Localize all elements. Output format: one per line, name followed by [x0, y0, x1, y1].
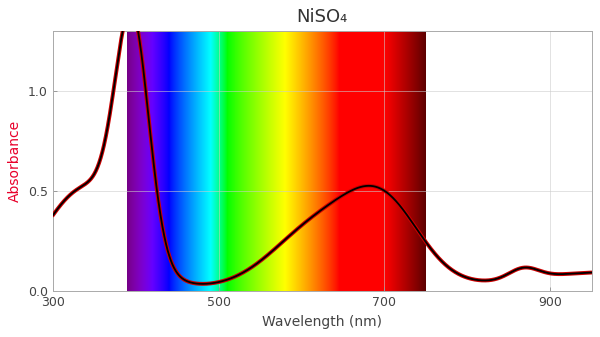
Y-axis label: Absorbance: Absorbance: [8, 120, 22, 202]
Title: NiSO₄: NiSO₄: [296, 8, 348, 26]
X-axis label: Wavelength (nm): Wavelength (nm): [262, 315, 382, 329]
